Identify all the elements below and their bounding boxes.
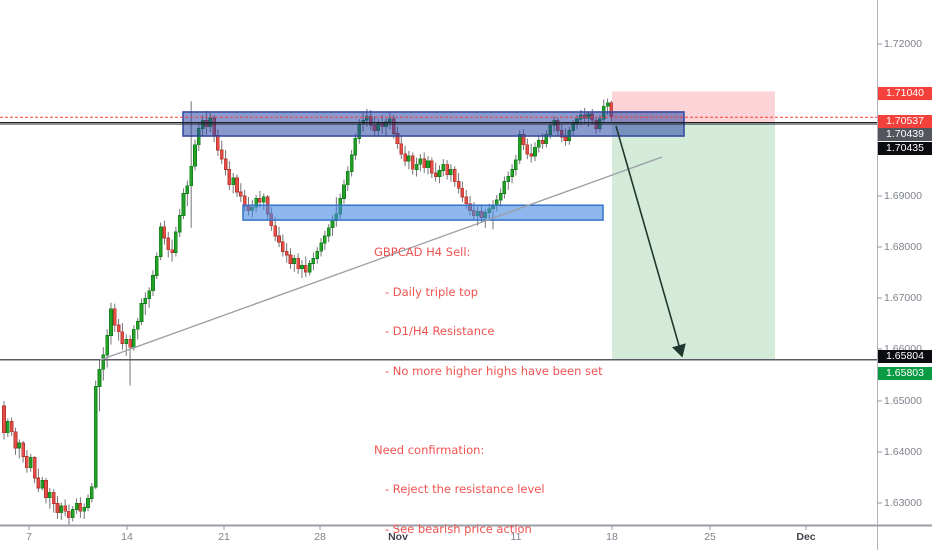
x-axis-tick: 28 [314, 531, 326, 543]
note-line: - Daily triple top [374, 284, 479, 299]
x-axis-tick-month: Nov [388, 531, 408, 543]
target-price-badge: 1.65803 [878, 366, 932, 380]
x-axis-tick: 14 [121, 531, 133, 543]
short-position-tool[interactable] [612, 91, 775, 360]
last-price-badge: 1.70537 [878, 114, 932, 128]
y-axis-tick: 1.64000 [884, 446, 922, 458]
x-axis-tick-month: Dec [796, 531, 816, 543]
take-profit-zone [612, 122, 775, 360]
y-axis-tick: 1.65000 [884, 395, 922, 407]
support-zone-box[interactable] [242, 204, 604, 221]
note-line: - Reject the resistance level [374, 482, 545, 496]
y-axis-tick: 1.68000 [884, 241, 922, 253]
y-axis-tick: 1.69000 [884, 190, 922, 202]
y-axis-tick: 1.67000 [884, 292, 922, 304]
x-axis-tick: 25 [704, 531, 716, 543]
trendline[interactable] [99, 156, 663, 361]
stop-price-badge: 1.71040 [878, 86, 932, 100]
sell-projection-arrow[interactable] [615, 125, 686, 358]
x-axis-tick: 11 [510, 531, 522, 543]
note-line: - See bearish price action [374, 521, 532, 536]
x-axis-tick: 21 [218, 531, 230, 543]
x-axis-tick: 7 [26, 531, 32, 543]
level-price-badge: 1.70435 [878, 141, 932, 155]
note-line [374, 405, 603, 417]
note-line: - No more higher highs have been set [374, 363, 603, 378]
level-price-badge: 1.65804 [878, 349, 932, 363]
entry-price-badge: 1.70439 [878, 128, 932, 141]
note-line: GBPCAD H4 Sell: [374, 245, 471, 259]
note-line: Need confirmation: [374, 442, 485, 457]
y-axis-tick: 1.72000 [884, 38, 922, 50]
x-axis-tick: 18 [606, 531, 618, 543]
trade-idea-note[interactable]: GBPCAD H4 Sell: - Daily triple top - D1/… [374, 219, 603, 550]
note-line: - D1/H4 Resistance [374, 324, 495, 338]
y-axis-tick: 1.63000 [884, 497, 922, 509]
